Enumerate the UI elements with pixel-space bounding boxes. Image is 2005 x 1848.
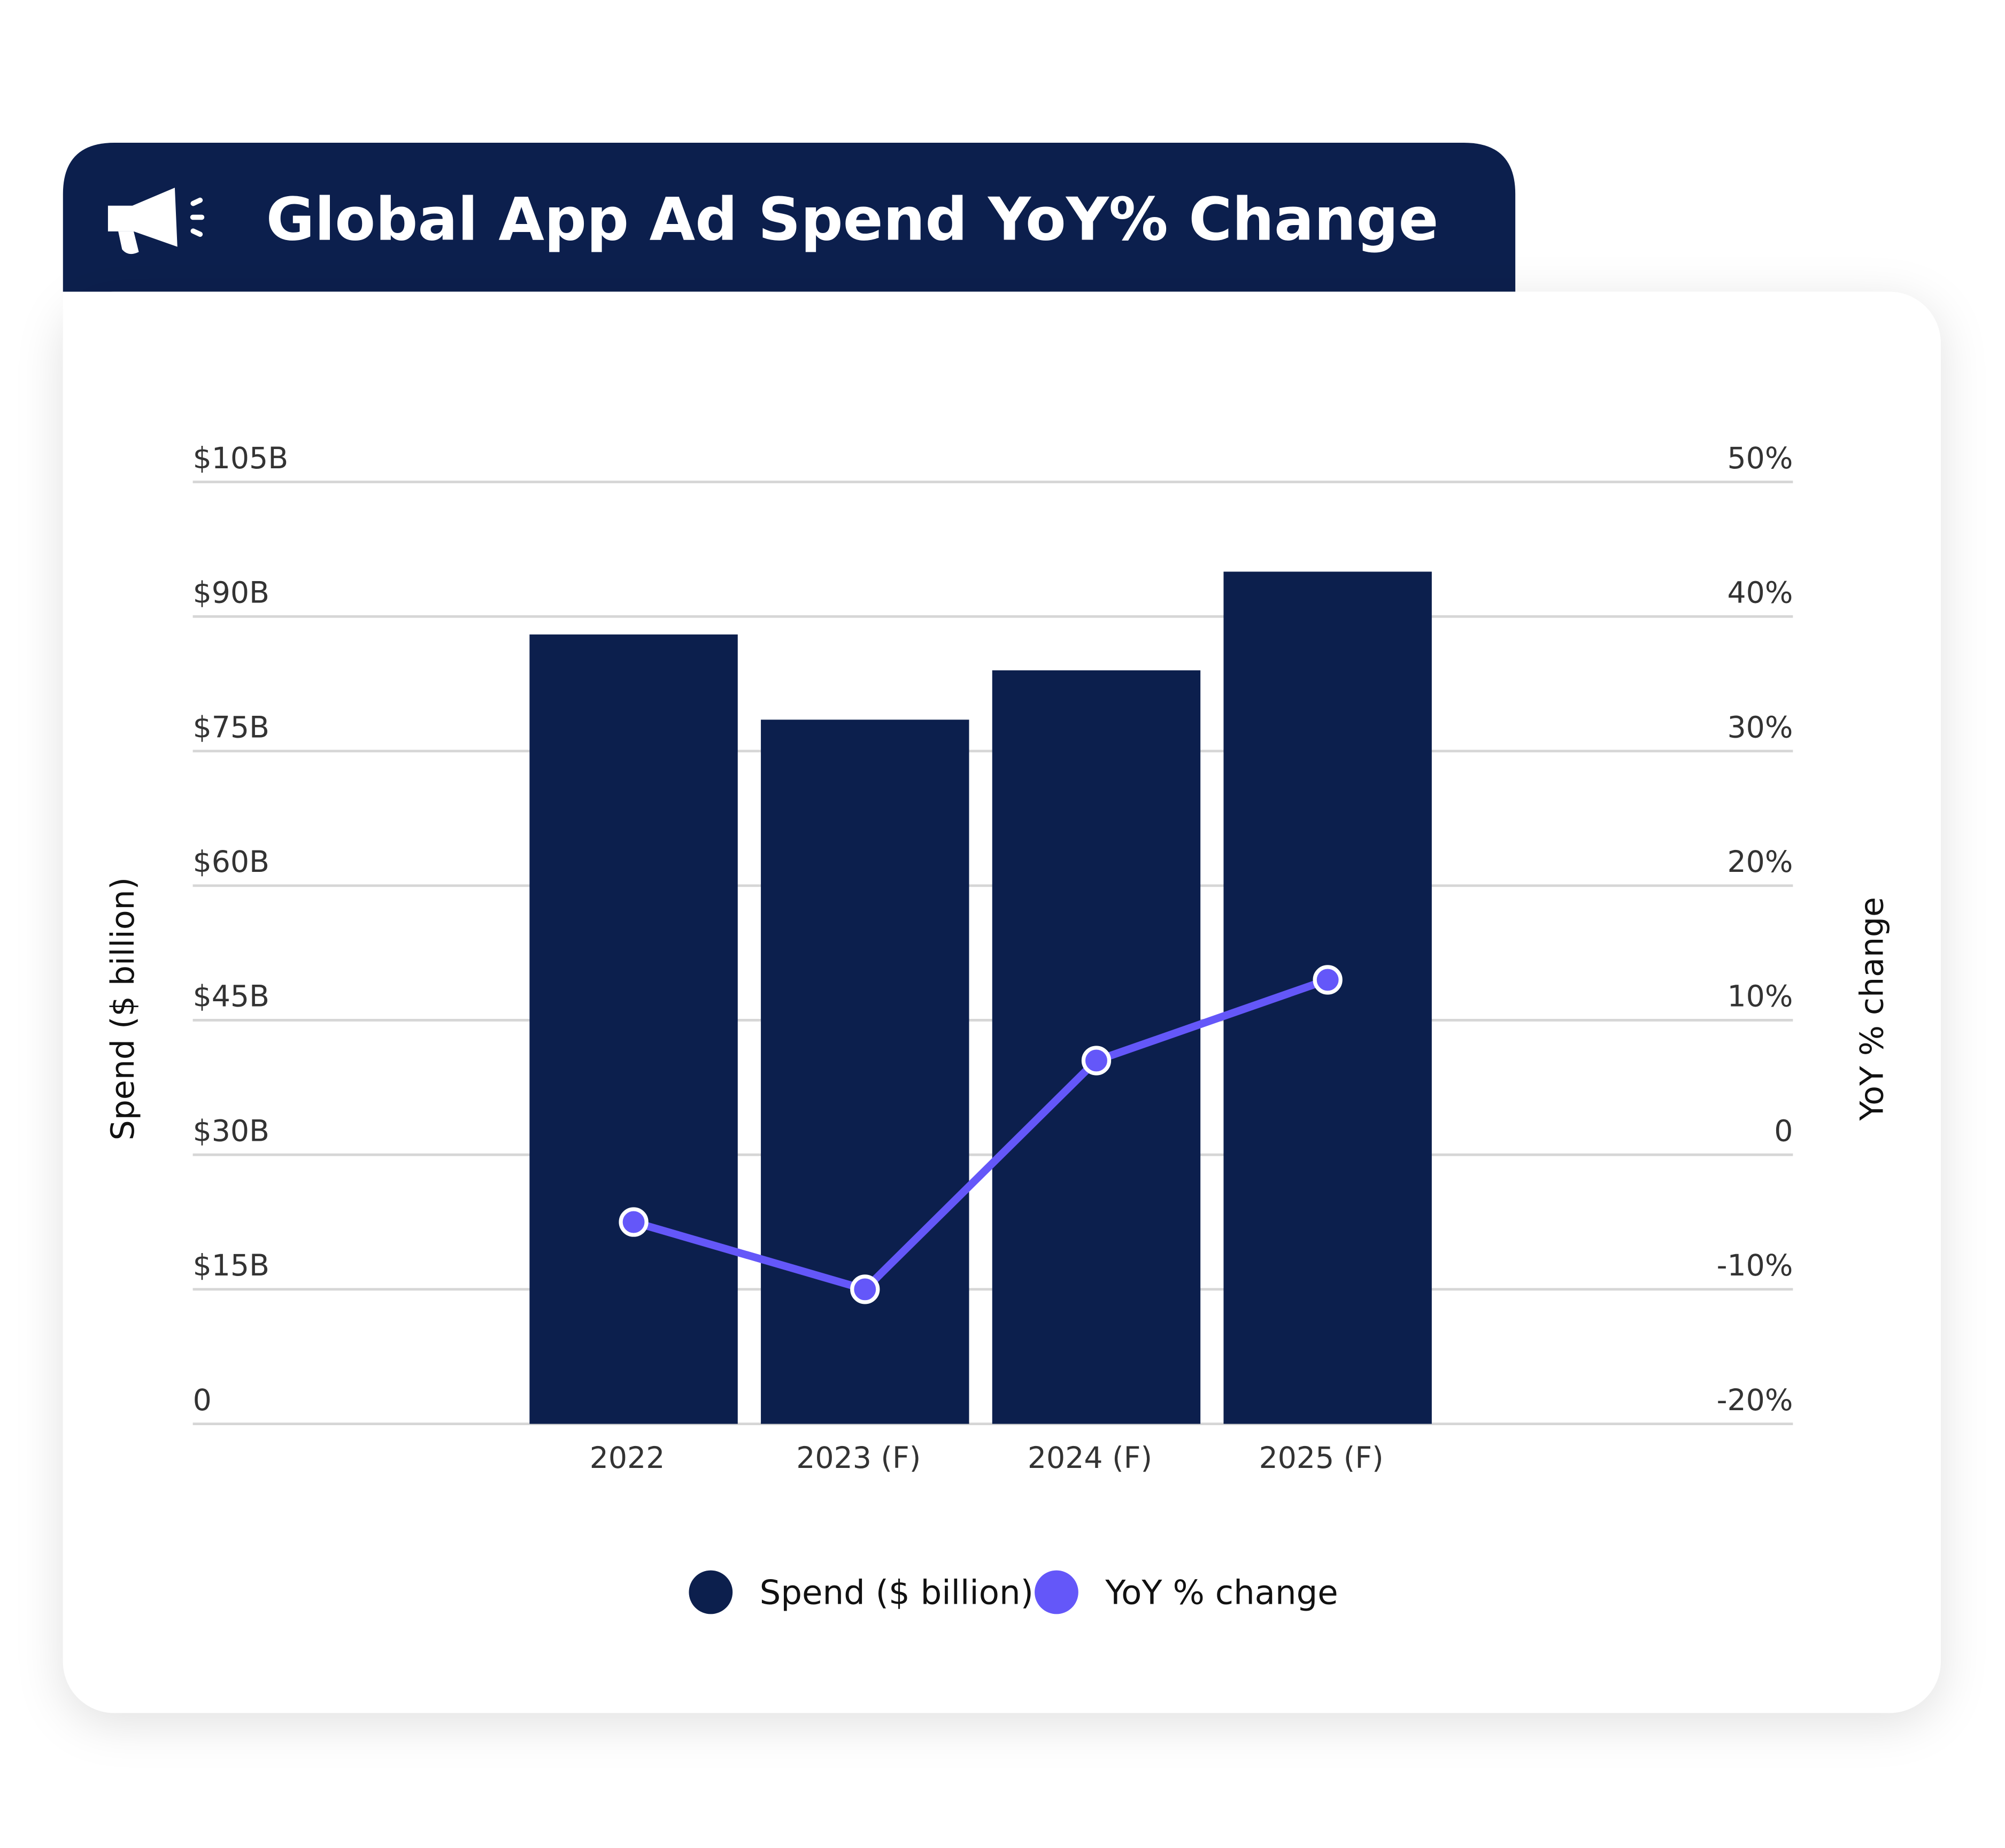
x-tick-label: 2023 (F) — [796, 1441, 921, 1475]
bar — [529, 634, 738, 1424]
line-point — [619, 1207, 649, 1237]
x-tick-label: 2024 (F) — [1028, 1441, 1152, 1475]
y-tick-label: $105B — [193, 442, 289, 476]
megaphone-icon — [107, 188, 205, 254]
chart-title: Global App Ad Spend YoY% Change — [266, 185, 1439, 254]
bar — [761, 720, 969, 1424]
line-point — [1081, 1046, 1112, 1076]
y2-tick-label: 20% — [1728, 845, 1793, 879]
line-point — [850, 1274, 880, 1304]
header-bar — [63, 142, 1516, 292]
y2-tick-label: -20% — [1717, 1383, 1793, 1418]
card-corner — [63, 291, 1516, 369]
bar — [1223, 571, 1432, 1424]
y-tick-label: 0 — [193, 1383, 212, 1418]
line — [633, 976, 1329, 1294]
y-tick-label: $75B — [193, 710, 269, 745]
y-tick-label: $15B — [193, 1249, 269, 1283]
line-point — [1313, 965, 1343, 995]
y2-tick-label: 40% — [1728, 576, 1793, 610]
y2-tick-label: 50% — [1728, 442, 1793, 476]
y2-tick-label: -10% — [1717, 1249, 1793, 1283]
legend-label: YoY % change — [1105, 1573, 1338, 1612]
y2-tick-label: 30% — [1728, 710, 1793, 745]
y2-tick-label: 0 — [1774, 1114, 1793, 1148]
x-tick-label: 2022 — [590, 1441, 665, 1475]
legend-swatch — [689, 1570, 733, 1614]
y2-tick-label: 10% — [1728, 980, 1793, 1014]
legend-swatch — [1035, 1570, 1078, 1614]
y-axis-title: Spend ($ billion) — [104, 877, 142, 1140]
x-tick-label: 2025 (F) — [1259, 1441, 1384, 1475]
y2-axis-title: YoY % change — [1853, 897, 1891, 1122]
y-tick-label: $45B — [193, 980, 269, 1014]
y-tick-label: $60B — [193, 845, 269, 879]
legend-label: Spend ($ billion) — [760, 1573, 1034, 1612]
y-tick-label: $30B — [193, 1114, 269, 1148]
y-tick-label: $90B — [193, 576, 269, 610]
